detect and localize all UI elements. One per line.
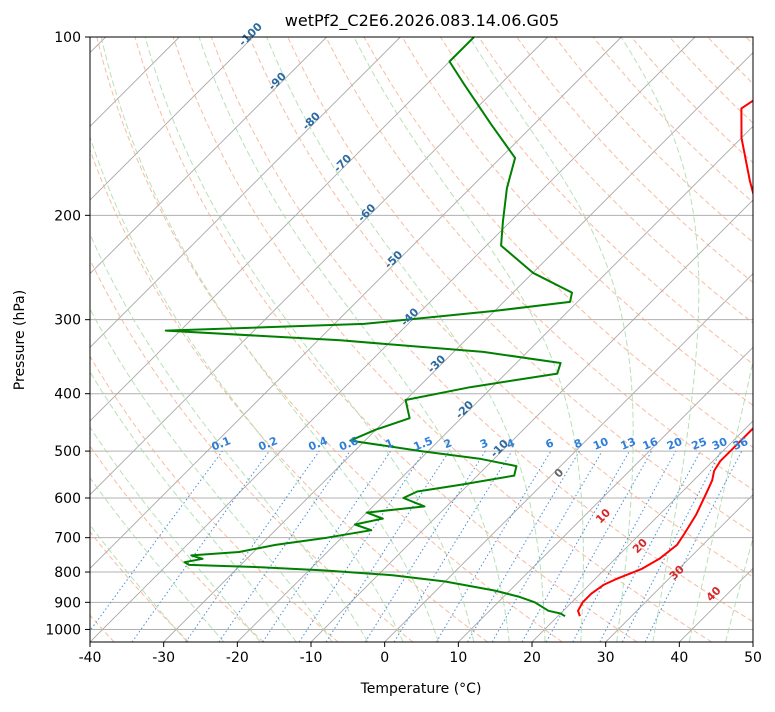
mixing-ratio-line — [600, 451, 701, 642]
y-tick-label: 800 — [54, 565, 81, 581]
dry-adiabat-label: -80 — [300, 109, 323, 132]
mixing-ratio-line — [263, 451, 391, 642]
dry-adiabat — [0, 37, 264, 642]
mixing-ratio-line — [299, 451, 424, 642]
y-tick-label: 400 — [54, 387, 81, 403]
y-tick-label: 600 — [54, 491, 81, 507]
mixing-ratio-line — [219, 451, 350, 642]
y-tick-label: 500 — [54, 444, 81, 460]
dry-adiabat — [0, 37, 338, 642]
x-tick-label: 20 — [523, 650, 541, 666]
mixing-ratio-label: 13 — [619, 435, 638, 453]
isotherm-line — [311, 37, 775, 642]
moist-adiabat — [101, 37, 438, 642]
mixing-ratio-label: 20 — [665, 435, 684, 453]
dry-adiabat — [746, 37, 775, 642]
isotherm-line — [0, 37, 548, 642]
dewpoint-profile — [166, 37, 572, 616]
dry-adiabat — [0, 37, 189, 642]
moist-adiabat — [0, 37, 260, 642]
dry-adiabat-label: -100 — [236, 20, 265, 49]
isotherm-line — [0, 37, 327, 642]
isotherm-line — [753, 37, 775, 642]
x-tick-label: -30 — [152, 650, 175, 666]
dry-adiabat — [364, 37, 775, 642]
x-tick-label: -20 — [226, 650, 249, 666]
y-axis-label: Pressure (hPa) — [12, 290, 28, 390]
x-tick-label: -10 — [300, 650, 323, 666]
isotherm-line — [164, 37, 769, 642]
moist-adiabat — [762, 37, 775, 642]
dry-adiabat — [670, 37, 775, 642]
moist-adiabat — [689, 37, 775, 642]
isotherm-line — [532, 37, 775, 642]
y-tick-label: 200 — [54, 208, 81, 224]
moist-adiabat — [5, 37, 332, 642]
x-tick-label: 30 — [597, 650, 615, 666]
dry-adiabat — [593, 37, 775, 642]
mixing-ratio-line — [365, 451, 485, 642]
mixing-ratio-line — [573, 451, 676, 642]
dry-adiabat-label: -40 — [398, 305, 421, 328]
mixing-ratio-label: 2 — [442, 436, 454, 451]
mixing-ratio-line — [82, 451, 223, 642]
mixing-ratio-label: 36 — [731, 435, 750, 453]
mixing-ratio-label: 10 — [591, 435, 610, 453]
x-axis-label: Temperature (°C) — [360, 681, 482, 697]
isotherm-line — [0, 37, 253, 642]
x-tick-label: 40 — [670, 650, 688, 666]
dry-adiabat-label: -20 — [453, 398, 476, 421]
x-tick-label: 10 — [449, 650, 467, 666]
moist-adiabat-label: 20 — [630, 536, 650, 556]
dry-adiabat — [517, 37, 775, 642]
mixing-ratio-line — [326, 451, 449, 642]
moist-adiabat-label: 30 — [667, 563, 687, 583]
mixing-ratio-label: 16 — [641, 435, 660, 453]
y-tick-label: 700 — [54, 531, 81, 547]
y-tick-label: 300 — [54, 313, 81, 329]
isotherm-line — [679, 37, 775, 642]
chart-title: wetPf2_C2E6.2026.083.14.06.G05 — [285, 11, 559, 31]
mixing-ratio-label: 6 — [544, 436, 556, 451]
y-tick-label: 100 — [54, 30, 81, 46]
dry-adiabat-label: -60 — [355, 201, 378, 224]
moist-adiabat — [64, 37, 403, 642]
dry-adiabat — [20, 37, 413, 642]
mixing-ratio-label: 30 — [710, 435, 729, 453]
x-tick-label: -40 — [79, 650, 102, 666]
dry-adiabat — [59, 37, 488, 642]
dry-adiabat — [135, 37, 637, 642]
dry-adiabat-label: -50 — [382, 248, 405, 271]
dry-adiabat — [440, 37, 775, 642]
mixing-ratio-label: 1 — [383, 436, 395, 451]
dry-adiabat — [326, 37, 775, 642]
moist-adiabat — [0, 37, 187, 642]
moist-adiabat — [726, 37, 775, 642]
dry-adiabat-label: -70 — [331, 152, 354, 175]
y-tick-label: 1000 — [45, 622, 81, 638]
x-tick-label: 50 — [744, 650, 762, 666]
dry-adiabat — [288, 37, 775, 642]
mixing-ratio-label: 25 — [690, 435, 709, 453]
y-tick-label: 900 — [54, 595, 81, 611]
isotherm-line — [90, 37, 695, 642]
x-tick-label: 0 — [380, 650, 389, 666]
mixing-ratio-label: 3 — [478, 436, 490, 451]
dry-adiabat-label: -90 — [266, 70, 289, 93]
dry-adiabat-label: -30 — [425, 352, 448, 375]
isotherm-line — [458, 37, 775, 642]
